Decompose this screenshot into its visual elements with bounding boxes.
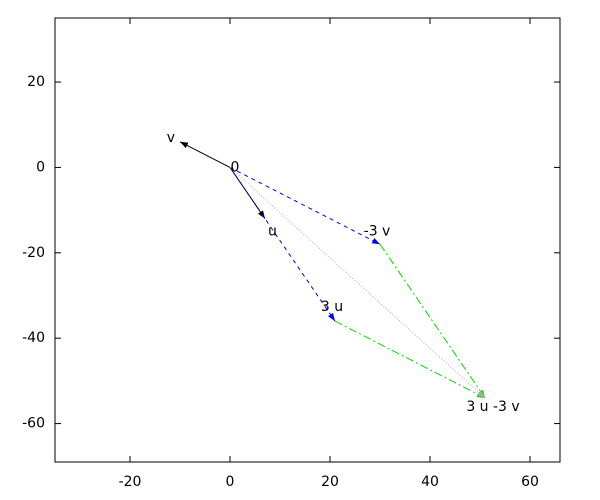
y-tick-label: -60 [22, 416, 45, 432]
x-tick-label: 20 [321, 474, 339, 490]
point-label: 0 [231, 159, 240, 175]
vector-segment [379, 243, 486, 399]
vector-segment [334, 320, 486, 399]
x-tick-label: 40 [421, 474, 439, 490]
vector-segment [229, 167, 486, 399]
point-label: v [167, 130, 175, 146]
y-tick-label: 0 [36, 159, 45, 175]
y-tick-label: -40 [22, 330, 45, 346]
x-tick-label: 60 [521, 474, 539, 490]
point-label: u [268, 224, 277, 240]
y-tick-label: -20 [22, 245, 45, 261]
vector-segment [229, 167, 336, 322]
point-label: 3 u -3 v [466, 399, 519, 415]
x-tick-label: 0 [226, 474, 235, 490]
point-label: -3 v [364, 223, 391, 239]
vector-segment [179, 141, 231, 168]
y-tick-label: 20 [27, 74, 45, 90]
vector-segment [229, 166, 381, 245]
plot-frame [54, 17, 561, 463]
point-label: 3 u [321, 299, 343, 315]
x-tick-label: -20 [119, 474, 142, 490]
